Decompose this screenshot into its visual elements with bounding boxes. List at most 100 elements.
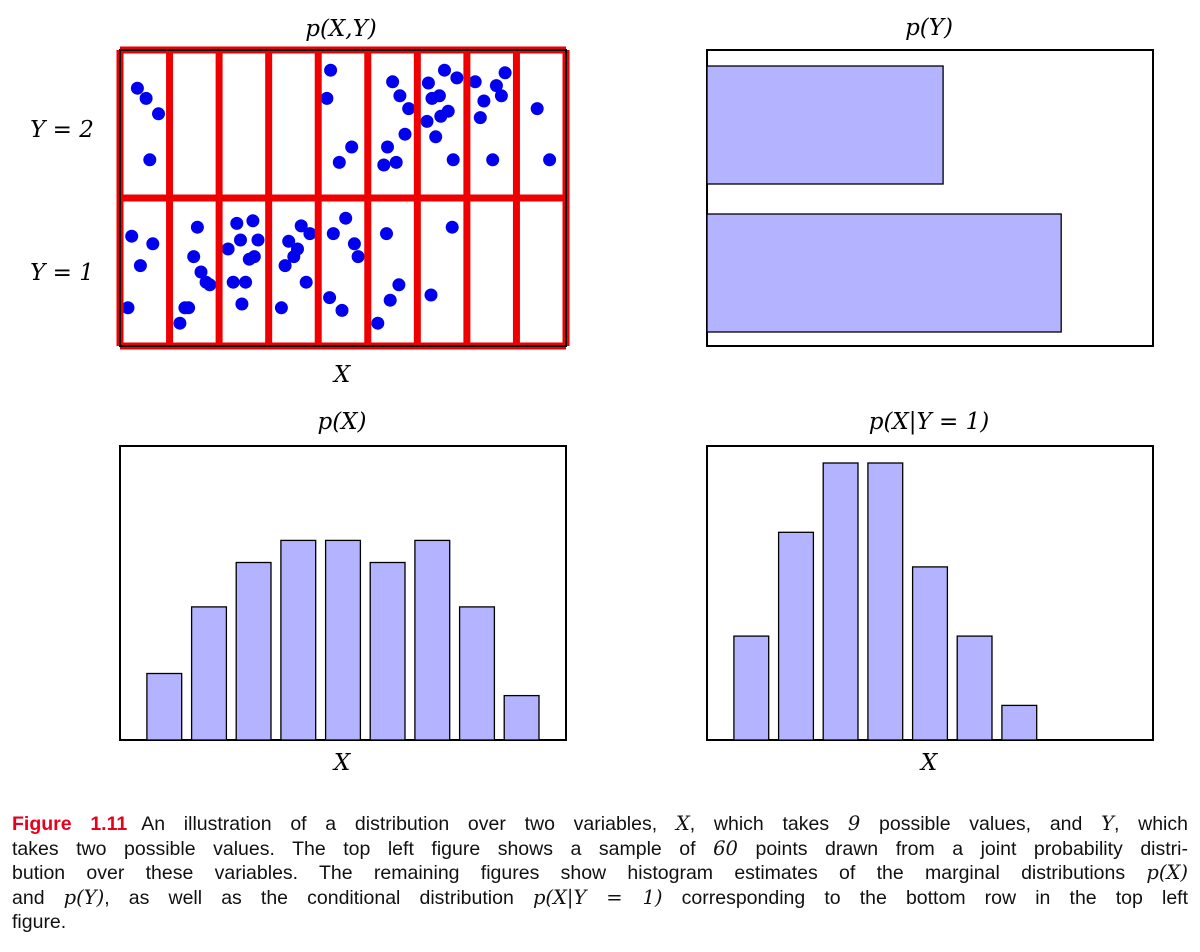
bar bbox=[1001, 704, 1038, 741]
data-point bbox=[291, 242, 304, 256]
data-point bbox=[441, 104, 455, 118]
caption-text: An illustration of a distribution over t… bbox=[141, 813, 676, 835]
data-point bbox=[194, 265, 208, 279]
caption-text: , as well as the conditional distributio… bbox=[104, 886, 533, 909]
data-point bbox=[381, 140, 394, 154]
caption-text: takes two possible values. The top left … bbox=[12, 837, 714, 860]
data-point bbox=[299, 275, 313, 289]
bar bbox=[369, 561, 406, 741]
bar bbox=[911, 566, 949, 741]
data-point bbox=[446, 153, 460, 167]
py-bars bbox=[706, 65, 1062, 333]
data-point bbox=[323, 291, 337, 305]
caption-text: points drawn from a joint probability di… bbox=[737, 837, 1188, 860]
joint-grid bbox=[116, 46, 570, 350]
caption-math: Y bbox=[1101, 812, 1114, 835]
data-point bbox=[468, 75, 482, 89]
px-bars bbox=[146, 539, 540, 741]
bar bbox=[706, 65, 944, 185]
caption-math: p(Y) bbox=[63, 885, 105, 909]
caption-text: possible values, and bbox=[860, 813, 1102, 835]
row-label-y2: Y = 2 bbox=[30, 117, 94, 143]
bar bbox=[280, 539, 317, 741]
data-point bbox=[445, 220, 459, 234]
data-point bbox=[139, 91, 153, 105]
bar bbox=[324, 539, 362, 741]
data-point bbox=[392, 278, 406, 292]
data-point bbox=[182, 301, 196, 315]
data-point bbox=[320, 91, 334, 105]
joint-frame bbox=[119, 49, 567, 347]
joint-xlabel: X bbox=[332, 362, 352, 388]
data-point bbox=[242, 252, 256, 266]
caption-line: bution over these variables. The remaini… bbox=[12, 861, 1188, 886]
pxy-panel: p(X|Y = 1) X bbox=[706, 409, 1154, 776]
bar bbox=[235, 561, 272, 741]
caption-line: takes two possible values. The top left … bbox=[12, 837, 1188, 862]
data-point bbox=[130, 81, 144, 95]
px-title: p(X) bbox=[317, 409, 366, 435]
data-point bbox=[190, 220, 204, 234]
bar bbox=[146, 672, 183, 741]
data-point bbox=[230, 216, 244, 230]
data-point bbox=[398, 127, 412, 141]
data-point bbox=[251, 233, 265, 247]
data-point bbox=[494, 89, 508, 103]
caption-text: , which bbox=[1113, 813, 1188, 835]
bar bbox=[503, 694, 540, 741]
data-point bbox=[187, 250, 201, 264]
data-point bbox=[146, 237, 160, 251]
joint-title: p(X,Y) bbox=[305, 16, 377, 42]
data-point bbox=[347, 237, 361, 251]
data-point bbox=[429, 130, 443, 144]
bar bbox=[867, 462, 904, 741]
figure-caption: Figure 1.11 An illustration of a distribu… bbox=[12, 812, 1188, 935]
data-point bbox=[421, 76, 435, 90]
px-xlabel: X bbox=[332, 750, 352, 776]
data-point bbox=[335, 303, 349, 317]
data-point bbox=[234, 233, 247, 247]
data-point bbox=[498, 66, 512, 80]
row-label-y1: Y = 1 bbox=[30, 260, 94, 286]
data-point bbox=[121, 301, 135, 315]
caption-line: and p(Y), as well as the conditional dis… bbox=[12, 886, 1188, 911]
py-title: p(Y) bbox=[905, 15, 953, 41]
px-panel: p(X) X bbox=[119, 409, 567, 776]
data-point bbox=[294, 219, 308, 233]
py-panel: p(Y) bbox=[706, 15, 1154, 347]
caption-label: Figure 1.11 bbox=[12, 813, 128, 835]
data-point bbox=[278, 259, 292, 273]
data-point bbox=[326, 227, 340, 241]
data-point bbox=[303, 227, 317, 241]
caption-text: bution over these variables. The remaini… bbox=[12, 862, 1147, 884]
caption-math: 9 bbox=[847, 812, 861, 835]
bar bbox=[822, 462, 859, 741]
data-point bbox=[143, 153, 157, 167]
data-point bbox=[239, 275, 253, 289]
data-point bbox=[133, 259, 147, 273]
data-point bbox=[432, 89, 446, 103]
data-point bbox=[420, 114, 434, 128]
data-point bbox=[203, 278, 217, 292]
data-point bbox=[377, 158, 391, 172]
data-point bbox=[332, 155, 346, 169]
data-point bbox=[371, 316, 385, 330]
data-point bbox=[383, 293, 397, 307]
data-point bbox=[477, 94, 491, 108]
bar bbox=[414, 539, 451, 741]
caption-math: 60 bbox=[713, 836, 738, 860]
data-point bbox=[221, 242, 235, 256]
pxy-bars bbox=[733, 462, 1038, 741]
data-point bbox=[173, 316, 187, 330]
caption-text: , which takes bbox=[689, 813, 848, 835]
data-point bbox=[543, 153, 557, 167]
bar bbox=[458, 606, 496, 741]
data-point bbox=[152, 107, 165, 121]
data-point bbox=[393, 89, 407, 103]
caption-line: Figure 1.11 An illustration of a distribu… bbox=[12, 812, 1188, 837]
data-point bbox=[282, 234, 296, 248]
caption-math: p(X|Y = 1) bbox=[532, 885, 663, 909]
data-point bbox=[530, 102, 544, 116]
data-point bbox=[226, 275, 240, 289]
joint-panel: p(X,Y) Y = 2 Y = 1 X bbox=[30, 16, 570, 388]
